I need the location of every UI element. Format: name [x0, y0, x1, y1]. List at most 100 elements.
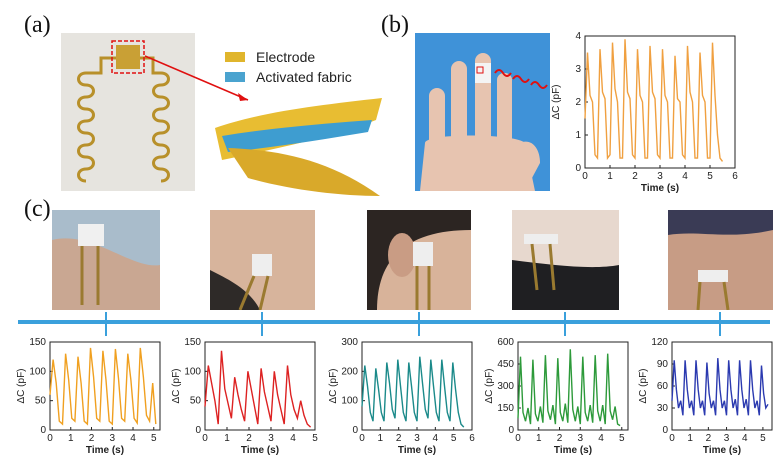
x-tick-label: 3 [414, 433, 420, 444]
connector-arrow [261, 312, 263, 336]
y-tick-label: 0 [195, 425, 201, 436]
panel-label-c: (c) [24, 196, 51, 222]
y-tick-label: 150 [184, 337, 201, 348]
x-tick-label: 4 [433, 433, 439, 444]
y-tick-label: 90 [657, 359, 669, 370]
x-tick-label: 2 [246, 433, 252, 444]
wrist-photo [52, 210, 160, 310]
x-tick-label: 5 [312, 433, 318, 444]
ankle-photo [512, 210, 619, 310]
x-tick-label: 3 [268, 433, 274, 444]
x-tick-label: 4 [598, 433, 604, 444]
panel-label-a: (a) [24, 12, 51, 38]
x-tick-label: 0 [669, 433, 675, 444]
x-tick-label: 1 [224, 433, 230, 444]
series-line [361, 356, 465, 428]
y-tick-label: 100 [341, 396, 358, 407]
y-tick-label: 200 [341, 366, 358, 377]
y-tick-label: 50 [35, 396, 47, 407]
x-axis-label: Time (s) [554, 445, 592, 456]
x-tick-label: 3 [657, 171, 663, 182]
knee-photo [668, 210, 773, 310]
ear-photo [367, 210, 471, 310]
x-tick-label: 3 [109, 433, 115, 444]
y-tick-label: 4 [575, 31, 581, 42]
x-tick-label: 5 [151, 433, 157, 444]
x-axis-label: Time (s) [641, 183, 679, 194]
y-tick-label: 30 [657, 403, 669, 414]
y-axis-label: ΔC (pF) [484, 368, 495, 403]
x-tick-label: 6 [732, 171, 738, 182]
y-tick-label: 50 [190, 396, 202, 407]
x-tick-label: 2 [396, 433, 402, 444]
x-tick-label: 5 [707, 171, 713, 182]
y-axis-label: ΔC (pF) [16, 368, 27, 403]
connector-arrow [564, 312, 566, 336]
y-tick-label: 450 [497, 359, 514, 370]
plot-frame [49, 341, 161, 431]
y-tick-label: 100 [29, 366, 46, 377]
x-tick-label: 0 [582, 171, 588, 182]
x-tick-label: 2 [557, 433, 563, 444]
hand-photo [415, 33, 550, 191]
y-tick-label: 300 [497, 381, 514, 392]
y-tick-label: 0 [662, 425, 668, 436]
y-tick-label: 0 [352, 425, 358, 436]
x-tick-label: 3 [724, 433, 730, 444]
x-axis-label: Time (s) [86, 445, 124, 456]
connector-arrow [719, 312, 721, 336]
y-tick-label: 0 [575, 163, 581, 174]
series-line [49, 347, 157, 426]
y-tick-label: 1 [575, 130, 581, 141]
y-tick-label: 120 [651, 337, 668, 348]
x-tick-label: 3 [577, 433, 583, 444]
x-axis-label: Time (s) [241, 445, 279, 456]
y-tick-label: 0 [40, 425, 46, 436]
x-tick-label: 2 [89, 433, 95, 444]
y-tick-label: 300 [341, 337, 358, 348]
y-tick-label: 150 [29, 337, 46, 348]
neck-photo [210, 210, 315, 310]
series-line [204, 350, 312, 428]
x-tick-label: 2 [632, 171, 638, 182]
connector-arrow [418, 312, 420, 336]
x-tick-label: 4 [130, 433, 136, 444]
x-tick-label: 1 [68, 433, 74, 444]
y-tick-label: 60 [657, 381, 669, 392]
x-tick-label: 0 [359, 433, 365, 444]
series-line [517, 349, 621, 427]
x-tick-label: 1 [378, 433, 384, 444]
x-tick-label: 4 [742, 433, 748, 444]
x-tick-label: 1 [536, 433, 542, 444]
panel-label-b: (b) [381, 12, 409, 38]
x-tick-label: 0 [47, 433, 53, 444]
x-tick-label: 0 [202, 433, 208, 444]
y-tick-label: 600 [497, 337, 514, 348]
y-axis-label: ΔC (pF) [551, 84, 562, 119]
y-axis-label: ΔC (pF) [638, 368, 649, 403]
connector-bar [18, 320, 770, 324]
x-tick-label: 2 [706, 433, 712, 444]
x-tick-label: 5 [451, 433, 457, 444]
connector-arrow [105, 312, 107, 336]
x-tick-label: 4 [682, 171, 688, 182]
y-tick-label: 150 [497, 403, 514, 414]
x-axis-label: Time (s) [398, 445, 436, 456]
x-tick-label: 5 [760, 433, 766, 444]
x-tick-label: 1 [687, 433, 693, 444]
y-axis-label: ΔC (pF) [328, 368, 339, 403]
x-tick-label: 5 [619, 433, 625, 444]
x-tick-label: 1 [607, 171, 613, 182]
series-line [671, 358, 769, 416]
series-line [584, 39, 724, 162]
y-tick-label: 2 [575, 97, 581, 108]
y-axis-label: ΔC (pF) [171, 368, 182, 403]
y-tick-label: 0 [508, 425, 514, 436]
x-tick-label: 4 [290, 433, 296, 444]
